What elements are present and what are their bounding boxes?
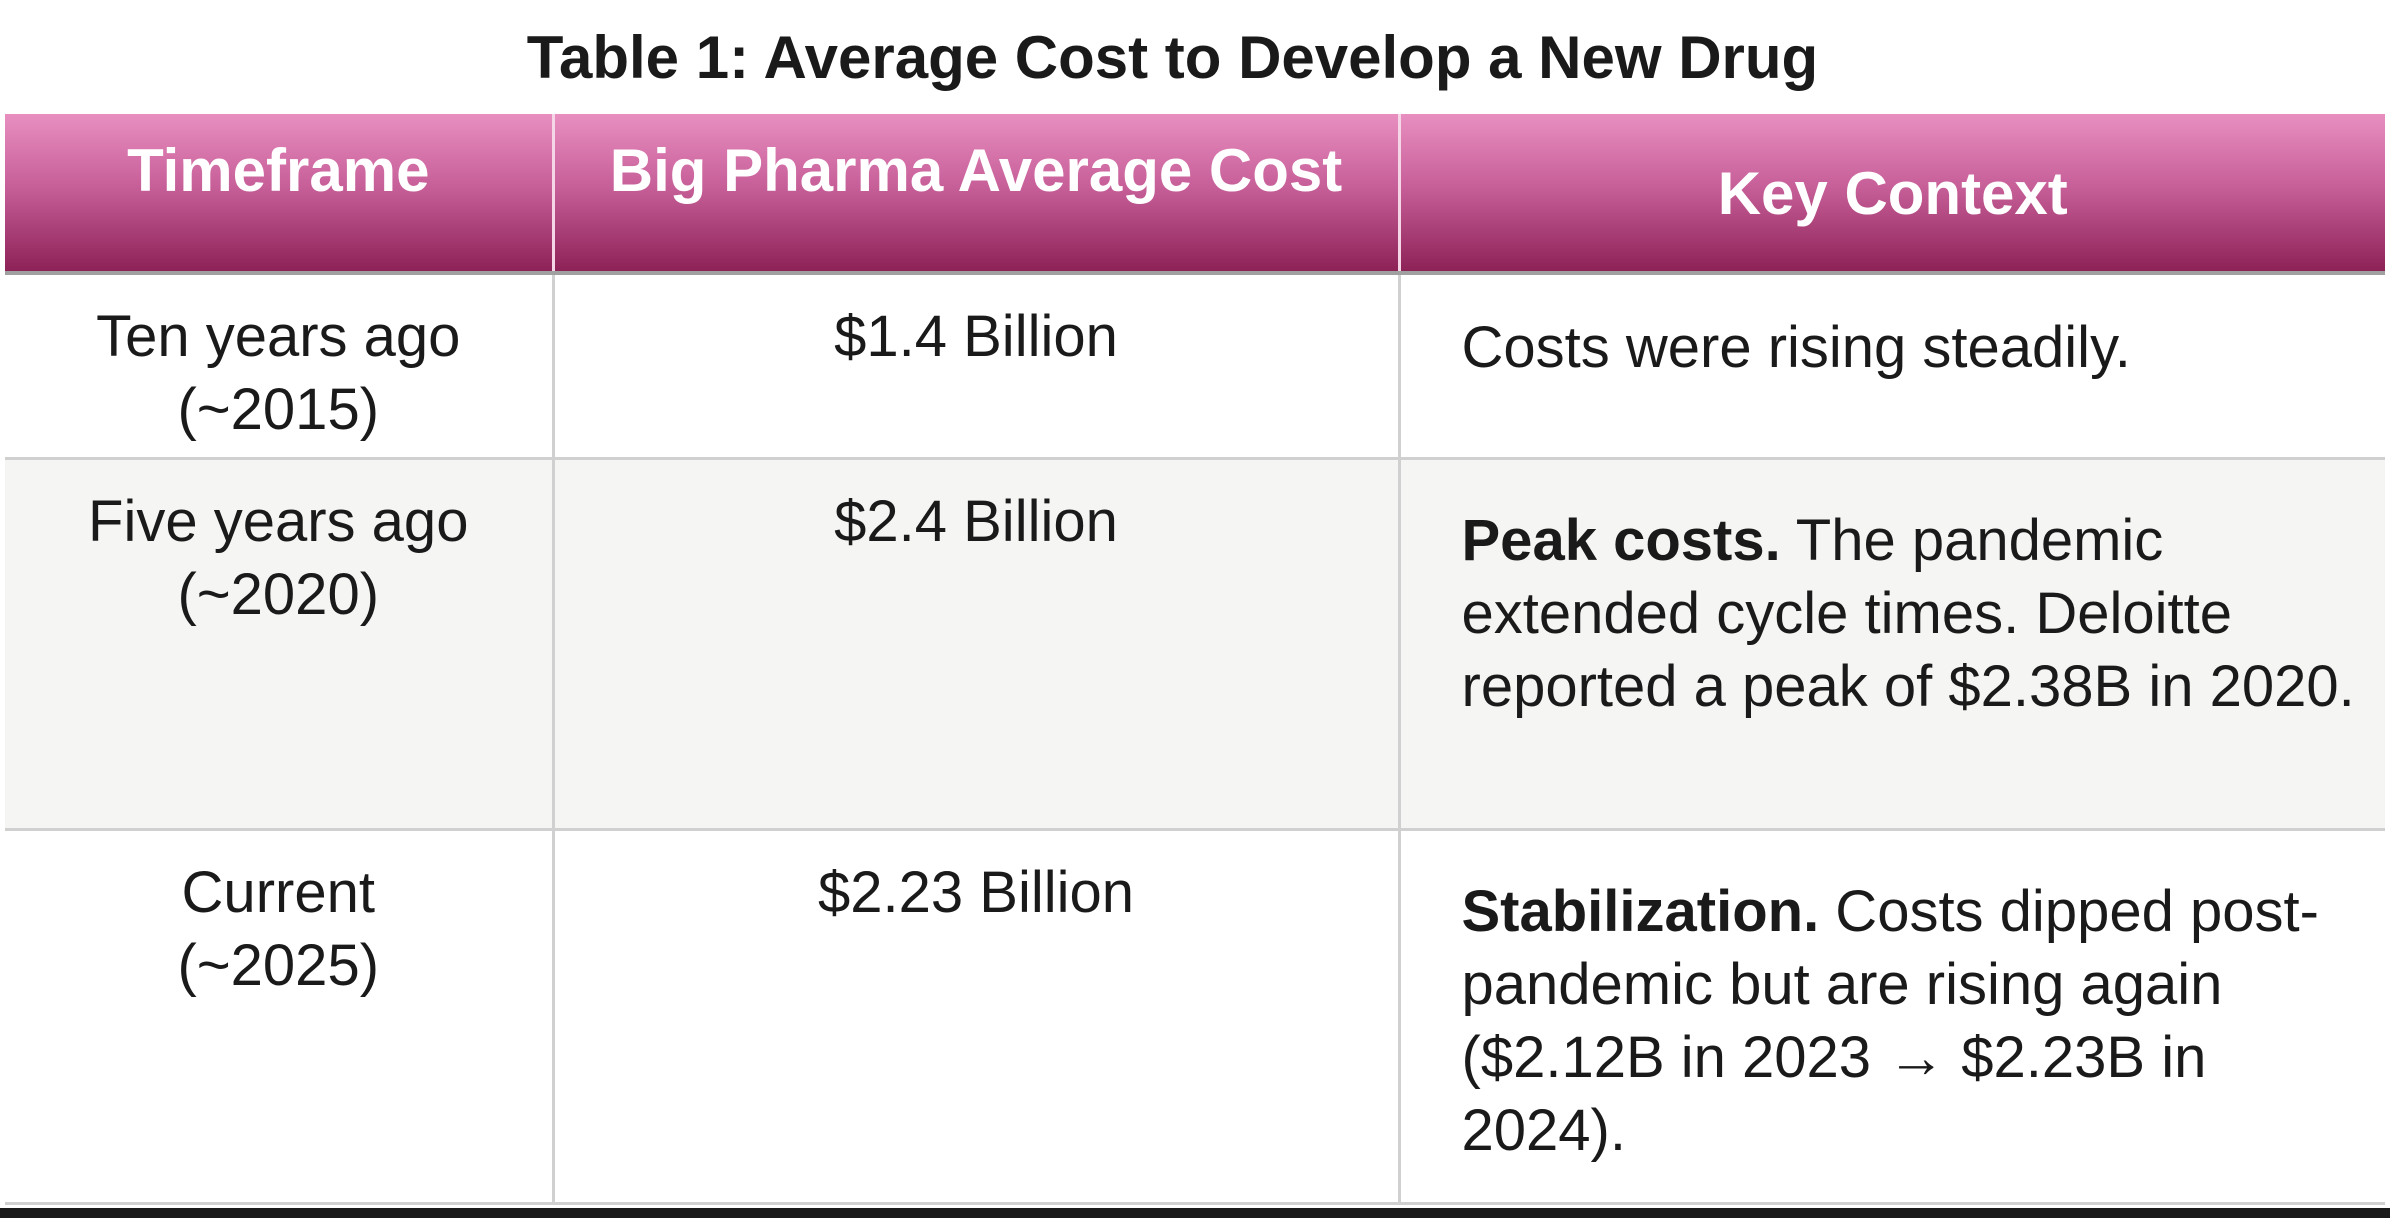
table-row: Current (~2025) $2.23 Billion Stabilizat…: [5, 829, 2386, 1205]
column-header-timeframe: Timeframe: [5, 114, 553, 275]
cost-value: $1.4 Billion: [834, 304, 1118, 369]
table-row: Ten years ago (~2015) $1.4 Billion Costs…: [5, 273, 2386, 460]
context-text: Peak costs. The pandemic extended cycle …: [1401, 460, 2386, 723]
table-row: Five years ago (~2020) $2.4 Billion Peak…: [5, 458, 2386, 831]
context-cell: Costs were rising steadily.: [1397, 273, 2386, 460]
timeframe-year: (~2025): [177, 933, 380, 998]
context-emphasis: Peak costs.: [1461, 508, 1781, 573]
context-body: The pandemic extended cycle times. Deloi…: [1461, 508, 2355, 719]
cost-table: Timeframe Big Pharma Average Cost Key Co…: [5, 114, 2385, 1205]
context-text: Stabilization. Costs dipped post-pandemi…: [1401, 831, 2386, 1167]
context-text: Costs were rising steadily.: [1401, 275, 2386, 384]
context-cell: Peak costs. The pandemic extended cycle …: [1397, 458, 2386, 831]
cost-cell: $2.4 Billion: [551, 458, 1399, 831]
column-header-average-cost: Big Pharma Average Cost: [551, 114, 1399, 275]
cost-value: $2.23 Billion: [818, 860, 1134, 925]
cost-cell: $1.4 Billion: [551, 273, 1399, 460]
cost-cell: $2.23 Billion: [551, 829, 1399, 1205]
timeframe-year: (~2020): [177, 562, 380, 627]
timeframe-cell: Current (~2025): [5, 829, 553, 1205]
column-header-key-context: Key Context: [1397, 114, 2385, 275]
context-body: Costs dipped post-pandemic but are risin…: [1461, 879, 2319, 1163]
cost-value: $2.4 Billion: [834, 489, 1118, 554]
timeframe-cell: Ten years ago (~2015): [5, 273, 553, 460]
table-title: Table 1: Average Cost to Develop a New D…: [526, 24, 1819, 91]
timeframe-label: Current: [181, 860, 375, 925]
table-header-row: Timeframe Big Pharma Average Cost Key Co…: [5, 114, 2385, 275]
timeframe-year: (~2015): [177, 377, 380, 442]
context-body: Costs were rising steadily.: [1461, 315, 2131, 380]
timeframe-label: Five years ago: [88, 489, 469, 554]
timeframe-cell: Five years ago (~2020): [5, 458, 553, 831]
bottom-border: [0, 1208, 2390, 1218]
timeframe-label: Ten years ago: [96, 304, 461, 369]
context-emphasis: Stabilization.: [1461, 879, 1820, 944]
context-cell: Stabilization. Costs dipped post-pandemi…: [1397, 829, 2386, 1205]
